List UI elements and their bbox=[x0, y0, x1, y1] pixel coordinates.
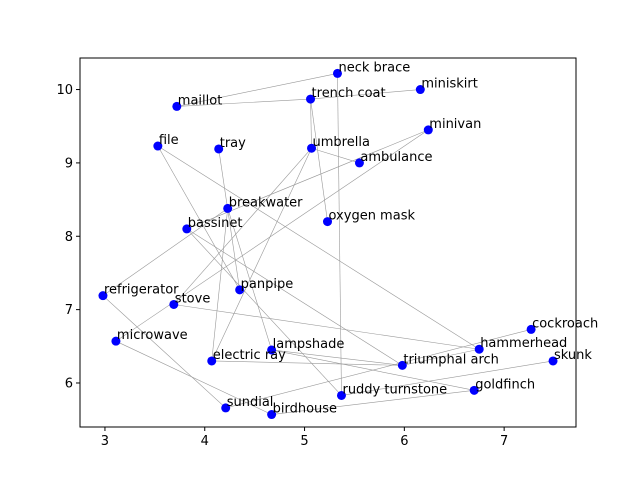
point-ruddy-turnstone bbox=[336, 390, 346, 400]
point-breakwater bbox=[223, 203, 233, 213]
edge-bassinet-triumphal-arch bbox=[186, 228, 403, 366]
edge-breakwater-refrigerator bbox=[102, 208, 228, 296]
x-axis: 3 4 5 6 7 bbox=[101, 427, 508, 449]
edge-neck-brace-ruddy-turnstone bbox=[337, 73, 342, 396]
points-layer bbox=[98, 68, 558, 420]
point-ambulance bbox=[354, 158, 364, 168]
y-axis: 6 7 8 9 10 bbox=[56, 83, 80, 391]
point-birdhouse bbox=[267, 410, 277, 420]
edge-maillot-neck-brace bbox=[176, 73, 338, 107]
edge-trench-coat-oxygen-mask bbox=[310, 99, 328, 222]
point-label-trench-coat: trench coat bbox=[312, 86, 386, 101]
edge-minivan-microwave bbox=[115, 129, 429, 342]
edges-layer bbox=[102, 73, 554, 415]
x-tick-label: 4 bbox=[201, 434, 209, 449]
point-label-ambulance: ambulance bbox=[360, 150, 432, 165]
plot-frame bbox=[79, 57, 577, 428]
y-tick-label: 9 bbox=[65, 156, 73, 171]
edge-cockroach-sundial bbox=[225, 329, 532, 409]
point-label-miniskirt: miniskirt bbox=[421, 77, 477, 92]
x-tick-label: 5 bbox=[300, 434, 308, 449]
point-electric-ray bbox=[207, 356, 217, 366]
x-tick-label: 6 bbox=[400, 434, 408, 449]
point-label-hammerhead: hammerhead bbox=[480, 336, 567, 351]
point-label-triumphal-arch: triumphal arch bbox=[403, 352, 499, 367]
edge-electric-ray-triumphal-arch bbox=[211, 360, 403, 366]
x-tick-label: 7 bbox=[500, 434, 508, 449]
point-goldfinch bbox=[469, 385, 479, 395]
point-label-umbrella: umbrella bbox=[313, 135, 370, 150]
point-oxygen-mask bbox=[323, 217, 333, 227]
point-panpipe bbox=[235, 285, 245, 295]
point-refrigerator bbox=[98, 291, 108, 301]
y-tick-label: 7 bbox=[65, 303, 73, 318]
y-tick-label: 8 bbox=[65, 230, 73, 245]
point-skunk bbox=[548, 356, 558, 366]
edge-lampshade-triumphal-arch bbox=[271, 349, 403, 366]
point-minivan bbox=[423, 125, 433, 135]
edge-triumphal-arch-hammerhead bbox=[402, 348, 480, 366]
point-neck-brace bbox=[332, 68, 342, 78]
x-tick-label: 3 bbox=[101, 434, 109, 449]
point-label-microwave: microwave bbox=[117, 328, 188, 343]
point-stove bbox=[169, 299, 179, 309]
edge-trench-coat-miniskirt bbox=[310, 89, 421, 100]
point-maillot bbox=[172, 101, 182, 111]
point-microwave bbox=[111, 336, 121, 346]
edge-breakwater-lampshade bbox=[227, 208, 272, 351]
edge-stove-hammerhead bbox=[173, 304, 480, 350]
y-tick-label: 10 bbox=[56, 83, 73, 98]
edge-tray-panpipe bbox=[218, 148, 240, 290]
point-cockroach bbox=[526, 324, 536, 334]
point-label-ruddy-turnstone: ruddy turnstone bbox=[342, 382, 447, 397]
edge-umbrella-electric-ray bbox=[211, 148, 312, 362]
point-label-cockroach: cockroach bbox=[532, 316, 598, 331]
point-label-breakwater: breakwater bbox=[229, 195, 303, 210]
point-label-goldfinch: goldfinch bbox=[475, 377, 535, 392]
edge-microwave-birdhouse bbox=[115, 340, 272, 415]
point-label-oxygen-mask: oxygen mask bbox=[329, 209, 416, 224]
point-umbrella bbox=[307, 143, 317, 153]
edge-file-hammerhead bbox=[157, 145, 480, 350]
edge-umbrella-stove bbox=[173, 148, 312, 305]
point-label-birdhouse: birdhouse bbox=[273, 402, 337, 417]
point-sundial bbox=[221, 403, 231, 413]
edge-bassinet-ruddy-turnstone bbox=[186, 228, 342, 396]
point-label-neck-brace: neck brace bbox=[338, 60, 410, 75]
edge-breakwater-electric-ray bbox=[211, 208, 229, 362]
edge-umbrella-ambulance bbox=[311, 147, 360, 164]
point-label-refrigerator: refrigerator bbox=[104, 283, 179, 298]
point-label-stove: stove bbox=[175, 291, 211, 306]
y-tick-label: 6 bbox=[65, 376, 73, 391]
point-label-panpipe: panpipe bbox=[241, 277, 294, 292]
point-label-tray: tray bbox=[220, 136, 246, 151]
point-trench-coat bbox=[306, 94, 316, 104]
point-label-lampshade: lampshade bbox=[273, 337, 345, 352]
point-miniskirt bbox=[415, 85, 425, 95]
point-triumphal-arch bbox=[397, 360, 407, 370]
edge-maillot-trench-coat bbox=[176, 98, 311, 107]
edge-refrigerator-sundial bbox=[102, 295, 226, 409]
point-label-minivan: minivan bbox=[429, 117, 481, 132]
point-label-maillot: maillot bbox=[178, 93, 223, 108]
point-label-electric-ray: electric ray bbox=[213, 348, 286, 363]
edge-skunk-ruddy-turnstone bbox=[341, 360, 554, 396]
point-lampshade bbox=[267, 345, 277, 355]
point-labels-layer: neck brace miniskirt trench coat maillot min… bbox=[104, 60, 598, 416]
point-label-file: file bbox=[159, 133, 179, 148]
point-bassinet bbox=[182, 224, 192, 234]
point-label-bassinet: bassinet bbox=[188, 216, 243, 231]
point-label-sundial: sundial bbox=[227, 395, 274, 410]
edge-file-panpipe bbox=[157, 145, 240, 290]
point-file bbox=[153, 141, 163, 151]
point-hammerhead bbox=[474, 344, 484, 354]
edge-goldfinch-birdhouse bbox=[271, 390, 475, 415]
point-tray bbox=[214, 144, 224, 154]
edge-trench-coat-umbrella bbox=[310, 99, 312, 149]
point-label-skunk: skunk bbox=[554, 348, 592, 363]
